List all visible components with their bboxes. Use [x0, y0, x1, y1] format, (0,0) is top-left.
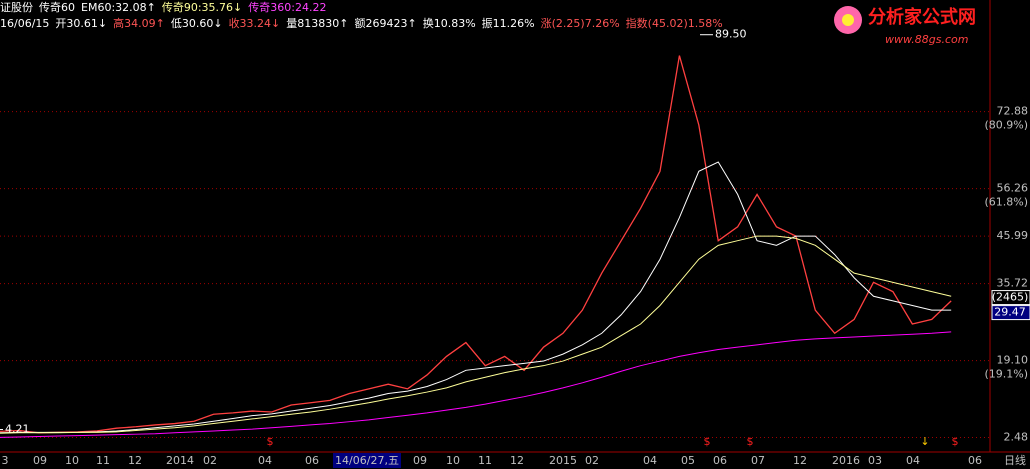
ma-line — [0, 331, 952, 438]
x-tick-label: 11 — [96, 454, 110, 467]
x-tick-label: 10 — [65, 454, 79, 467]
x-tick-label: 09 — [33, 454, 47, 467]
header-item: 低30.60↓ — [171, 17, 223, 30]
x-tick-label: 04 — [258, 454, 272, 467]
signal-marker: $ — [704, 435, 711, 448]
x-tick-label: 2014 — [166, 454, 194, 467]
header-item: 涨(2.25)7.26% — [541, 17, 620, 30]
x-tick-label: 12 — [510, 454, 524, 467]
x-tick-label: 2016 — [832, 454, 860, 467]
signal-marker: $ — [952, 435, 959, 448]
price-line — [0, 55, 952, 434]
x-tick-label: 04 — [906, 454, 920, 467]
header-item: 传奇60 — [39, 1, 75, 14]
logo-icon — [842, 14, 854, 26]
x-tick-label: 日线 — [1004, 453, 1026, 467]
y-tick-label: 72.88 — [997, 105, 1029, 118]
ma-line — [0, 235, 952, 434]
fib-label: (80.9%) — [984, 119, 1028, 132]
x-tick-label: 03 — [868, 454, 882, 467]
x-tick-label: 05 — [681, 454, 695, 467]
header-item: 指数(45.02)1.58% — [626, 16, 723, 30]
x-tick-label: 06 — [968, 454, 982, 467]
logo-title: 分析家公式网 — [868, 6, 976, 28]
annotation: 4.21 — [5, 423, 30, 436]
last-price-box — [991, 305, 1030, 321]
x-tick-label: 07 — [751, 454, 765, 467]
header-item: 16/06/15 — [0, 17, 49, 30]
fib-label: (19.1%) — [984, 368, 1028, 381]
annotation: 89.50 — [715, 28, 747, 41]
last-tag-box — [991, 290, 1030, 306]
date-highlight — [333, 453, 401, 468]
y-tick-label: 45.99 — [997, 229, 1029, 242]
header-item: 量813830↑ — [286, 17, 348, 30]
logo: 分析家公式网 www.88gs.com — [834, 6, 976, 46]
header-item: 证股份 — [0, 1, 33, 14]
y-tick-label: 19.10 — [997, 354, 1029, 367]
x-tick-label: 14/06/27,五 — [335, 454, 399, 467]
x-tick-label: 2015 — [549, 454, 577, 467]
header-item: 高34.09↑ — [113, 16, 165, 30]
x-tick-label: 3 — [2, 454, 9, 467]
y-tick-label: 2.48 — [1004, 431, 1029, 444]
header-item: 传奇90:35.76↓ — [162, 1, 242, 14]
header-item: 额269423↑ — [355, 17, 417, 30]
x-tick-label: 10 — [446, 454, 460, 467]
last-price: 29.47 — [994, 306, 1026, 319]
header-item: 换10.83% — [423, 16, 476, 30]
header-item: EM60:32.08↑ — [81, 1, 156, 14]
x-tick-label: 02 — [203, 454, 217, 467]
x-tick-label: 12 — [793, 454, 807, 467]
x-tick-label: 11 — [478, 454, 492, 467]
y-tick-label: 35.72 — [997, 277, 1029, 290]
x-tick-label: 09 — [413, 454, 427, 467]
header-item: 开30.61↓ — [55, 17, 107, 30]
x-tick-label: 06 — [305, 454, 319, 467]
x-tick-label: 02 — [585, 454, 599, 467]
signal-marker: ↓ — [920, 435, 929, 448]
signal-marker: $ — [747, 435, 754, 448]
x-tick-label: 06 — [713, 454, 727, 467]
signal-marker: $ — [267, 435, 274, 448]
header-item: 收33.24↓ — [229, 16, 281, 30]
header-item: 传奇360:24.22 — [248, 1, 326, 14]
header-item: 振11.26% — [482, 16, 535, 30]
y-tick-label: 56.26 — [997, 182, 1029, 195]
x-tick-label: 04 — [643, 454, 657, 467]
fib-label: (61.8%) — [984, 196, 1028, 209]
logo-url: www.88gs.com — [885, 33, 968, 46]
last-tag: (2465) — [992, 291, 1029, 304]
ma-line — [0, 161, 952, 434]
x-tick-label: 12 — [128, 454, 142, 467]
